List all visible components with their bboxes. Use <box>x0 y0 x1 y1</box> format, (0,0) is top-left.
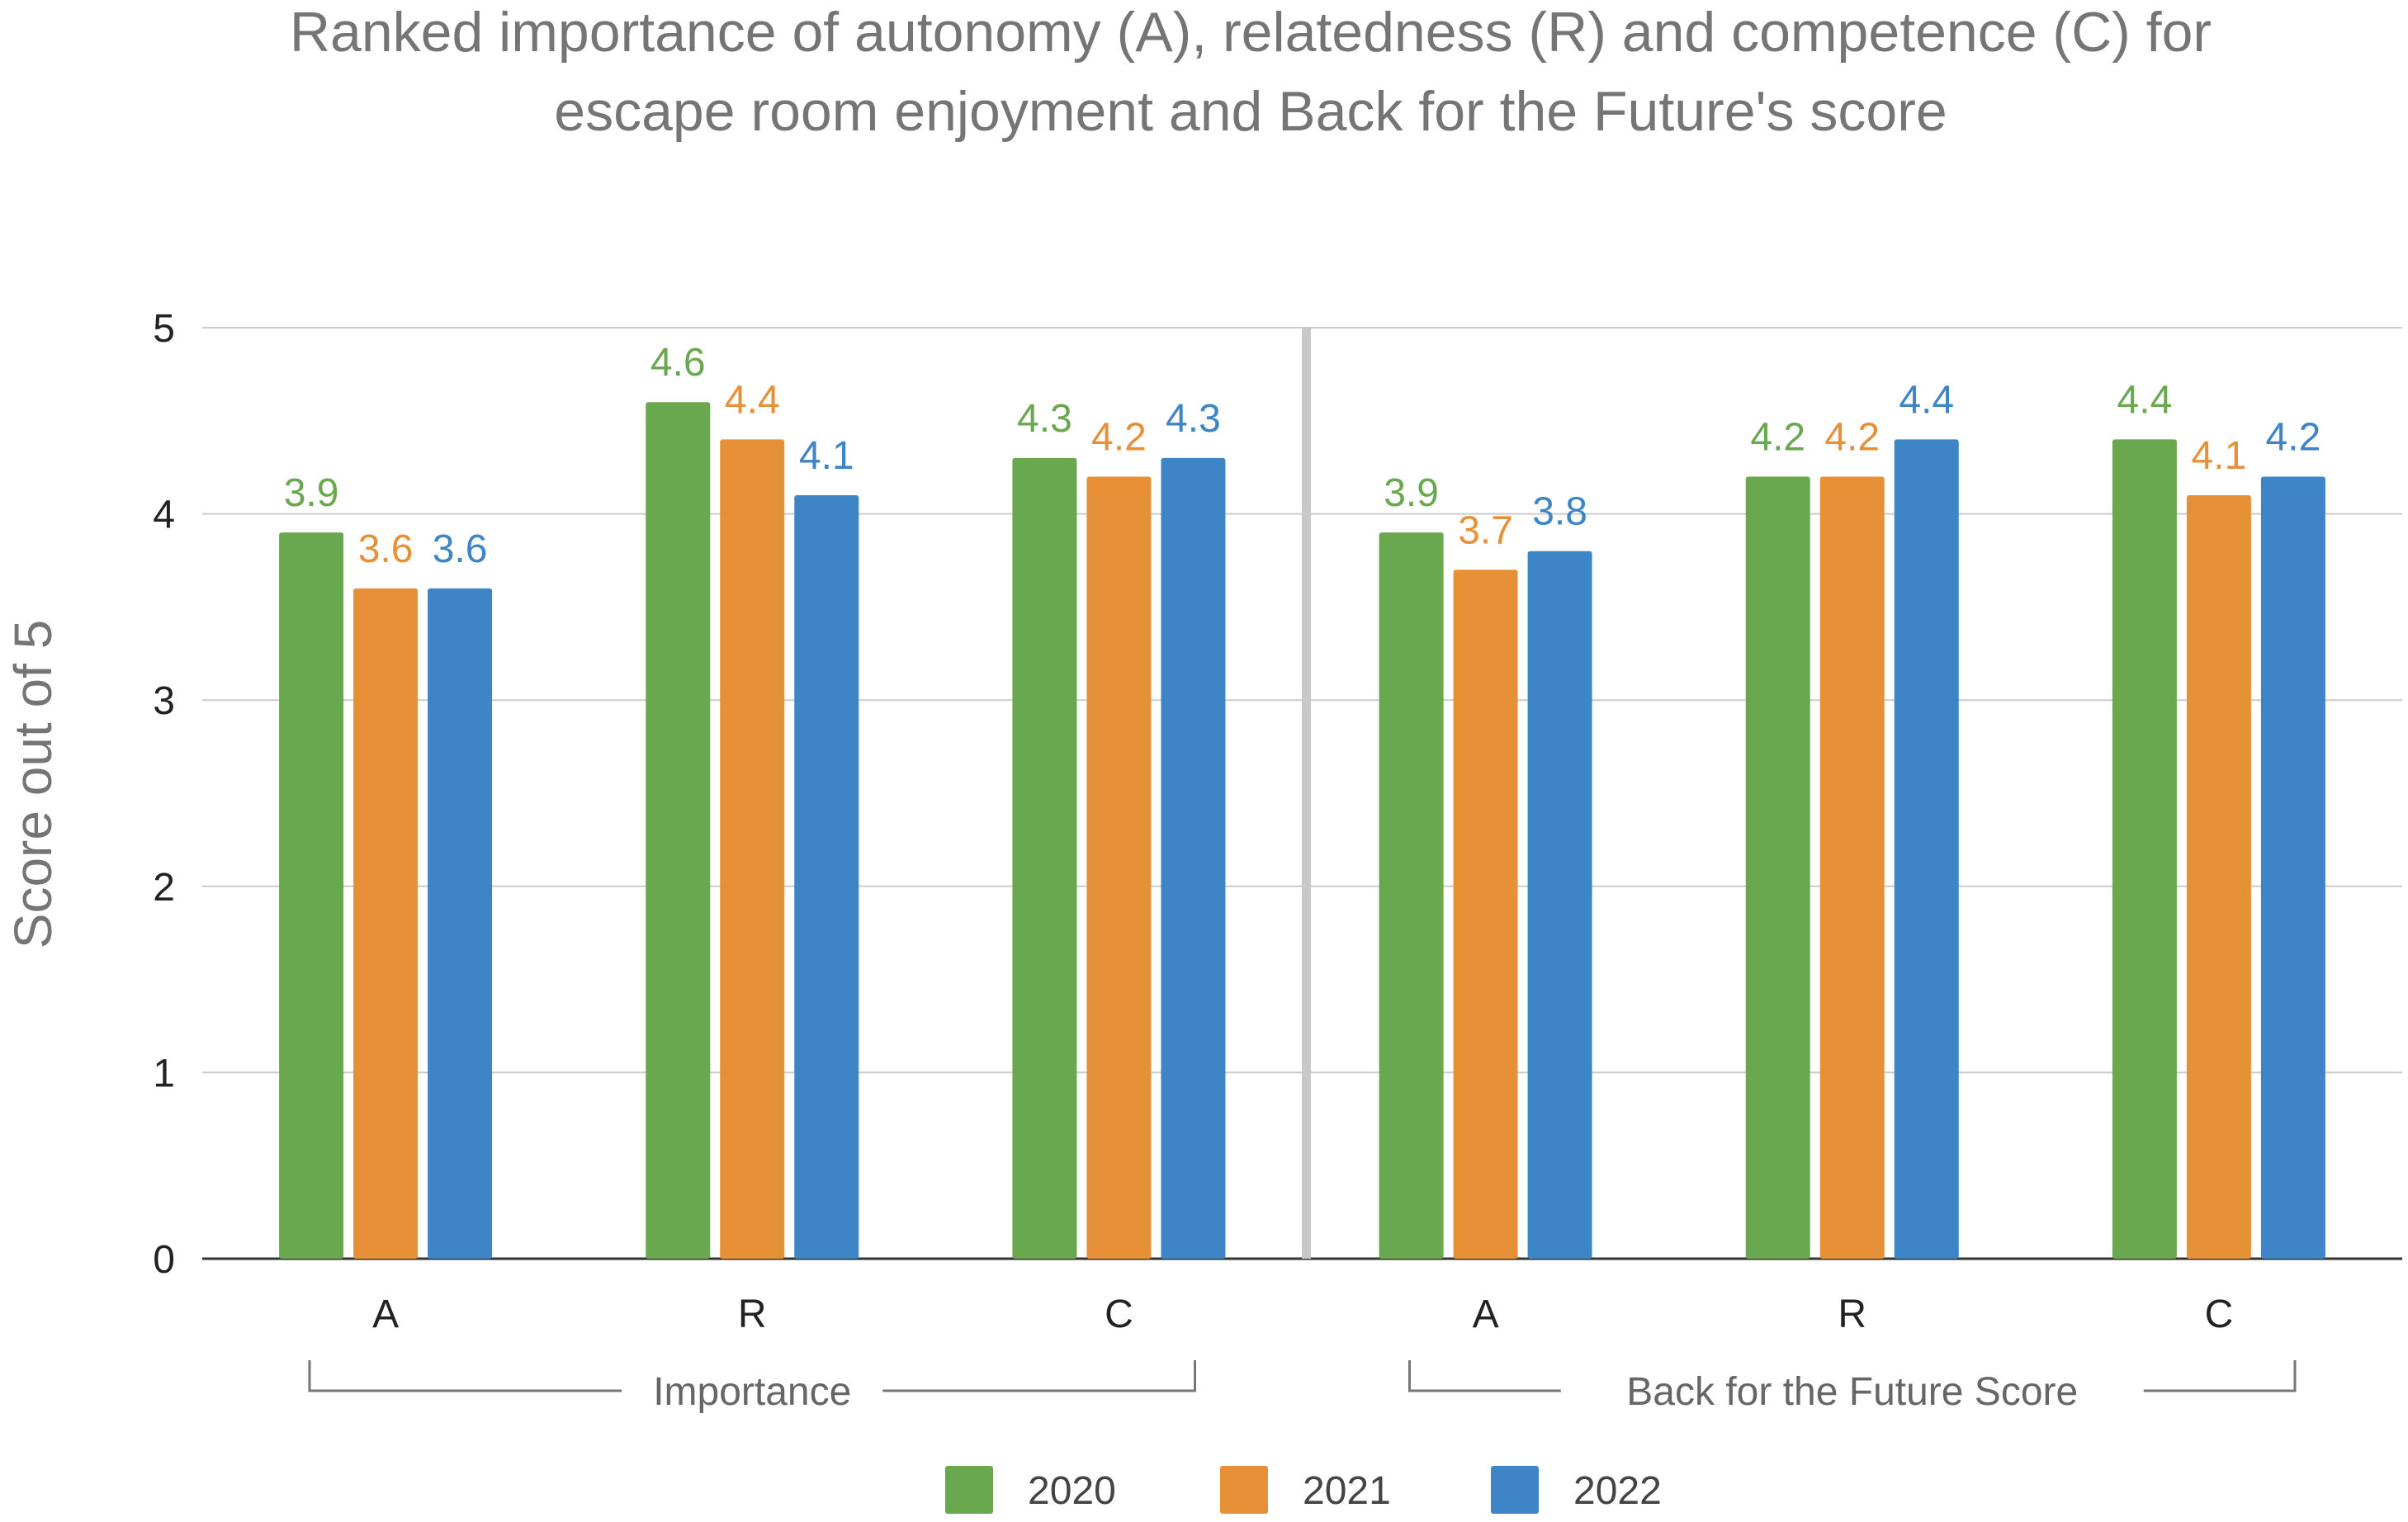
bar-2022-3 <box>1527 551 1592 1259</box>
group-bracket-left <box>1408 1360 1561 1392</box>
data-label-2022-0: 3.6 <box>433 527 488 571</box>
chart-title: Ranked importance of autonomy (A), relat… <box>290 1 2212 143</box>
gridlines <box>202 327 2402 1260</box>
group-label: Back for the Future Score <box>1626 1370 2078 1414</box>
x-tick-label: R <box>738 1293 767 1336</box>
bar-2022-4 <box>1894 439 1959 1259</box>
data-label-2021-4: 4.2 <box>1824 415 1880 459</box>
data-label-2022-3: 3.8 <box>1532 490 1587 534</box>
bar-2021-5 <box>2186 495 2251 1259</box>
legend-label-2020: 2020 <box>1028 1469 1116 1513</box>
chart-title-line-2: escape room enjoyment and Back for the F… <box>554 80 1947 143</box>
data-labels: 3.9 3.6 3.6 4.6 4.4 4.1 4.3 4.2 4.3 3.9 3.7 3.8 4.2 4… <box>284 341 2321 571</box>
data-label-2020-1: 4.6 <box>650 341 706 385</box>
x-tick-label: A <box>1473 1293 1499 1336</box>
bar-2020-1 <box>646 402 711 1259</box>
bar-2021-1 <box>720 439 785 1259</box>
data-label-2022-2: 4.3 <box>1166 397 1221 441</box>
x-tick-label: C <box>2205 1293 2234 1336</box>
legend: 2020 2021 2022 <box>945 1466 1662 1514</box>
data-label-2020-3: 3.9 <box>1384 471 1439 515</box>
bar-2022-5 <box>2260 476 2325 1259</box>
data-label-2021-1: 4.4 <box>725 378 780 422</box>
bar-2021-0 <box>353 588 419 1259</box>
y-axis-label: Score out of 5 <box>3 620 63 948</box>
data-label-2020-5: 4.4 <box>2117 378 2173 422</box>
group-bracket-right <box>882 1360 1196 1392</box>
y-tick-label: 2 <box>153 866 175 910</box>
bars <box>279 402 2325 1259</box>
data-label-2022-1: 4.1 <box>799 434 854 478</box>
y-tick-label: 1 <box>153 1052 175 1095</box>
y-tick-label: 4 <box>153 494 175 537</box>
bar-2020-4 <box>1745 476 1810 1259</box>
bar-2020-3 <box>1379 532 1444 1259</box>
x-tick-label: A <box>372 1293 399 1336</box>
legend-swatch-2022 <box>1491 1466 1539 1514</box>
data-label-2022-5: 4.2 <box>2266 415 2321 459</box>
legend-label-2022: 2022 <box>1573 1469 1662 1513</box>
data-label-2021-3: 3.7 <box>1458 508 1513 552</box>
legend-swatch-2021 <box>1220 1466 1268 1514</box>
y-axis-ticks: 0 1 2 3 4 5 <box>153 307 175 1282</box>
legend-swatch-2020 <box>945 1466 993 1514</box>
group-bracket-left <box>308 1360 622 1392</box>
group-label: Importance <box>653 1370 851 1414</box>
x-tick-label: R <box>1838 1293 1866 1336</box>
legend-label-2021: 2021 <box>1303 1469 1391 1513</box>
y-tick-label: 0 <box>153 1238 175 1282</box>
data-label-2021-0: 3.6 <box>358 527 414 571</box>
group-brackets: Importance Back for the Future Score <box>308 1360 2297 1414</box>
bar-2022-2 <box>1161 457 1226 1259</box>
bar-2022-0 <box>428 588 493 1259</box>
data-label-2021-2: 4.2 <box>1091 415 1147 459</box>
y-tick-label: 3 <box>153 679 175 723</box>
bar-2020-5 <box>2112 439 2177 1259</box>
x-tick-label: C <box>1105 1293 1133 1336</box>
data-label-2020-4: 4.2 <box>1750 415 1805 459</box>
bar-2021-2 <box>1086 476 1152 1259</box>
bar-2020-0 <box>279 532 344 1259</box>
bar-2020-2 <box>1012 457 1077 1259</box>
bar-2022-1 <box>794 495 859 1259</box>
bar-2021-4 <box>1819 476 1885 1259</box>
data-label-2020-2: 4.3 <box>1017 397 1072 441</box>
data-label-2021-5: 4.1 <box>2192 434 2247 478</box>
bar-2021-3 <box>1453 570 1518 1259</box>
data-label-2020-0: 3.9 <box>284 471 339 515</box>
chart-title-line-1: Ranked importance of autonomy (A), relat… <box>290 1 2212 64</box>
group-bracket-right <box>2143 1360 2297 1392</box>
data-label-2022-4: 4.4 <box>1899 378 1954 422</box>
y-tick-label: 5 <box>153 307 175 351</box>
